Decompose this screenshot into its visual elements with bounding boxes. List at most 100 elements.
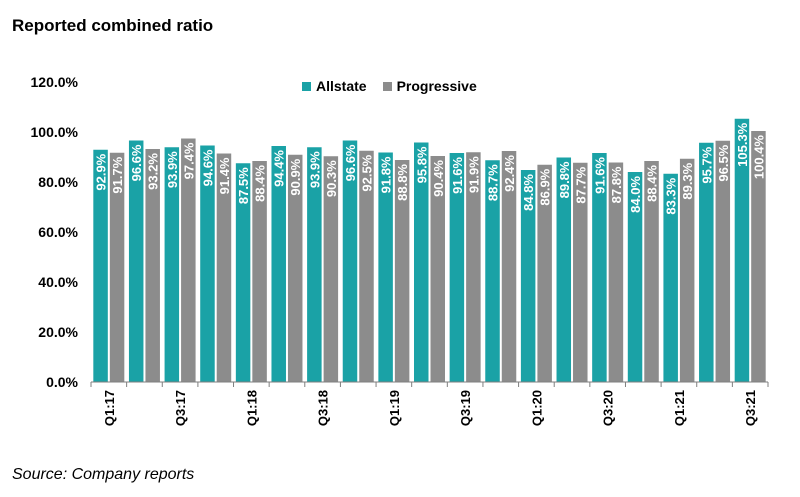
data-label: 105.3% — [735, 122, 750, 167]
data-label: 83.3% — [664, 177, 679, 214]
x-tick-label: Q1:17 — [102, 390, 117, 426]
bar-progressive-q4-18 — [359, 150, 374, 382]
data-label: 89.8% — [557, 161, 572, 198]
x-tick-label: Q3:17 — [173, 390, 188, 426]
data-label: 90.9% — [288, 158, 303, 195]
x-tick-label: Q3:21 — [743, 390, 758, 426]
bar-allstate-q4-19 — [485, 160, 500, 382]
bar-progressive-q2-21 — [715, 140, 731, 382]
bar-allstate-q2-17 — [128, 140, 144, 382]
y-tick-label: 80.0% — [38, 174, 78, 190]
data-label: 96.6% — [343, 144, 358, 181]
data-label: 90.3% — [324, 160, 339, 197]
bar-allstate-q1-17 — [93, 149, 108, 382]
bar-allstate-q4-20 — [627, 172, 643, 382]
data-label: 88.4% — [253, 165, 268, 202]
bar-progressive-q1-17 — [109, 152, 125, 382]
x-tick-label: Q3:19 — [458, 390, 473, 426]
bar-progressive-q3-17 — [181, 138, 196, 382]
bar-progressive-q4-20 — [644, 161, 659, 382]
x-tick-label: Q1:19 — [387, 390, 402, 426]
bar-progressive-q2-17 — [145, 149, 160, 382]
bar-progressive-q3-18 — [323, 156, 339, 382]
bar-progressive-q2-20 — [573, 162, 588, 382]
bar-allstate-q4-18 — [342, 140, 358, 382]
bar-progressive-q4-19 — [501, 151, 517, 382]
data-label: 84.0% — [628, 176, 643, 213]
bar-progressive-q4-17 — [216, 153, 232, 382]
legend-label-allstate: Allstate — [316, 78, 367, 94]
data-label: 90.4% — [431, 160, 446, 197]
data-label: 93.2% — [146, 153, 161, 190]
data-label: 94.4% — [272, 150, 287, 187]
bar-allstate-q1-20 — [520, 170, 536, 382]
data-label: 91.8% — [379, 156, 394, 193]
y-tick-label: 120.0% — [31, 74, 79, 90]
data-label: 87.8% — [609, 166, 624, 203]
x-tick-label: Q1:20 — [529, 390, 544, 426]
legend-swatch-progressive — [382, 81, 392, 91]
source-note: Source: Company reports — [12, 466, 195, 483]
y-tick-label: 40.0% — [38, 274, 78, 290]
bar-progressive-q3-19 — [466, 152, 481, 382]
data-label: 91.6% — [450, 157, 465, 194]
bar-progressive-q1-19 — [394, 160, 410, 382]
y-tick-label: 20.0% — [38, 324, 78, 340]
legend-label-progressive: Progressive — [396, 78, 477, 94]
bar-allstate-q3-19 — [449, 153, 465, 382]
legend-swatch-allstate — [302, 81, 311, 91]
x-tick-label: Q1:18 — [244, 390, 259, 426]
bar-allstate-q3-21 — [734, 118, 750, 382]
bar-allstate-q3-18 — [307, 147, 322, 382]
data-label: 95.7% — [699, 146, 714, 183]
bar-allstate-q2-20 — [556, 157, 572, 382]
data-label: 88.4% — [645, 165, 660, 202]
legend-item-allstate: Allstate — [302, 78, 367, 94]
data-label: 84.8% — [521, 174, 536, 211]
data-label: 93.9% — [165, 151, 180, 188]
data-label: 86.9% — [538, 168, 553, 205]
bar-allstate-q2-21 — [699, 142, 714, 382]
data-label: 92.4% — [502, 155, 517, 192]
bar-progressive-q2-18 — [287, 154, 303, 382]
bar-allstate-q3-17 — [164, 147, 180, 382]
legend: Allstate Progressive — [302, 78, 477, 94]
legend-item-progressive: Progressive — [382, 78, 477, 94]
data-label: 93.9% — [307, 151, 322, 188]
bar-allstate-q4-17 — [200, 145, 215, 382]
data-label: 100.4% — [751, 135, 766, 180]
data-label: 91.7% — [110, 156, 125, 193]
data-label: 92.5% — [359, 154, 374, 191]
bar-progressive-q3-21 — [751, 131, 766, 382]
y-tick-label: 60.0% — [38, 224, 78, 240]
data-label: 94.6% — [200, 149, 215, 186]
y-tick-label: 0.0% — [46, 374, 78, 390]
bar-progressive-q1-21 — [679, 158, 695, 382]
data-label: 96.5% — [716, 144, 731, 181]
bar-allstate-q1-21 — [663, 173, 678, 382]
data-label: 87.5% — [236, 167, 251, 204]
x-tick-label: Q3:18 — [316, 390, 331, 426]
y-tick-label: 100.0% — [31, 124, 79, 140]
bar-allstate-q2-19 — [414, 142, 429, 382]
bar-progressive-q3-20 — [608, 162, 624, 382]
data-label: 88.7% — [486, 164, 501, 201]
bar-allstate-q1-19 — [378, 152, 393, 382]
data-label: 91.9% — [466, 156, 481, 193]
data-label: 96.6% — [129, 144, 144, 181]
bar-progressive-q1-20 — [537, 164, 552, 382]
data-label: 97.4% — [181, 142, 196, 179]
bar-allstate-q1-18 — [235, 163, 251, 382]
bar-allstate-q2-18 — [271, 146, 286, 382]
data-label: 87.7% — [573, 166, 588, 203]
bar-progressive-q2-19 — [430, 156, 445, 382]
data-label: 95.8% — [414, 146, 429, 183]
data-label: 91.4% — [217, 157, 232, 194]
chart-title: Reported combined ratio — [12, 16, 214, 35]
data-label: 91.6% — [592, 157, 607, 194]
bar-allstate-q3-20 — [592, 153, 607, 382]
data-label: 89.3% — [680, 162, 695, 199]
x-tick-label: Q3:20 — [601, 390, 616, 426]
bar-progressive-q1-18 — [252, 161, 267, 382]
